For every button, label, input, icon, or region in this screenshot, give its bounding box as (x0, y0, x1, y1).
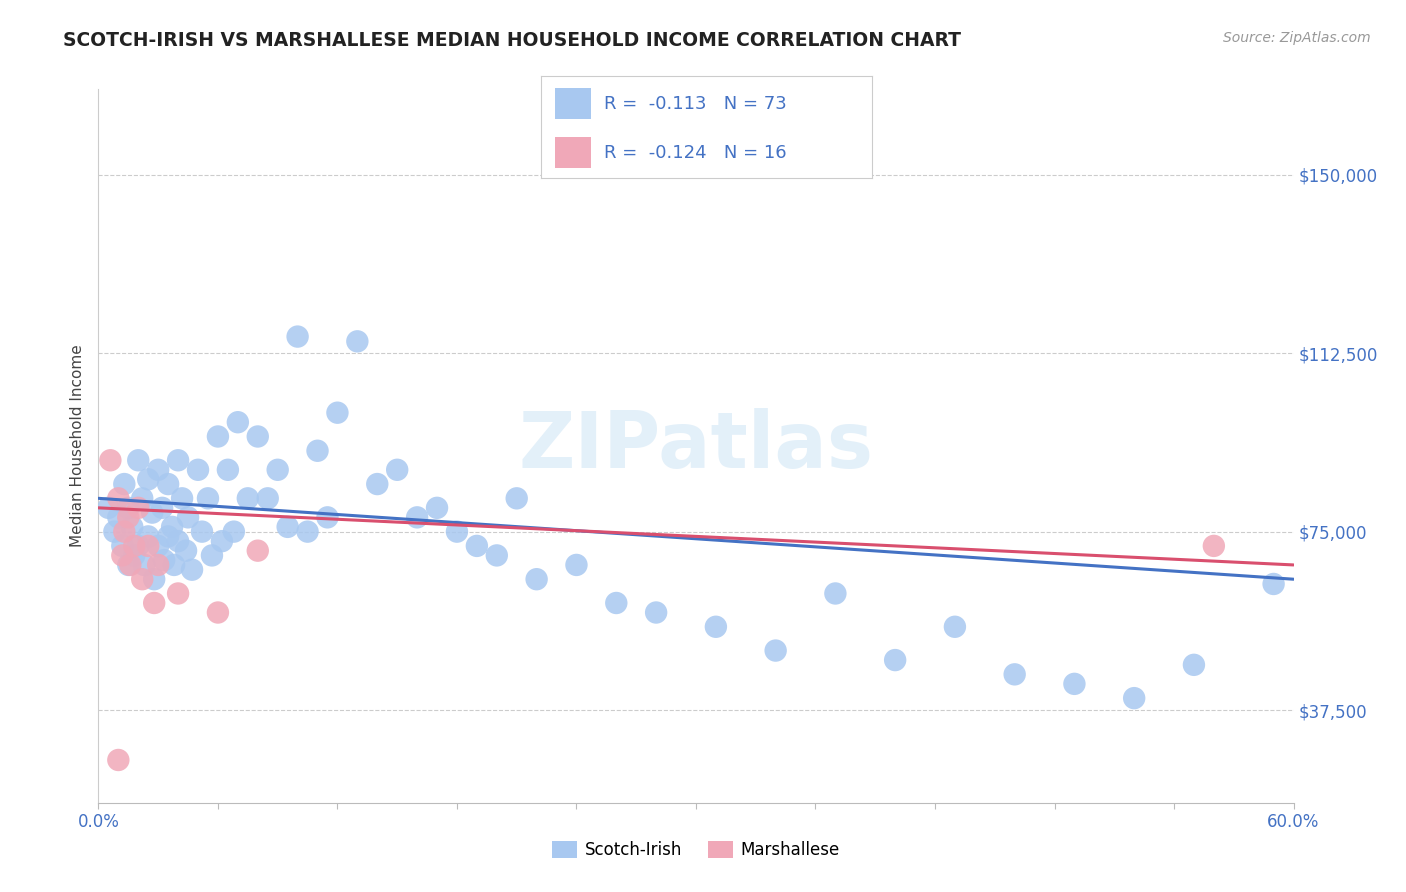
Point (136, 539, 159, 553)
Point (526, 572, 548, 586)
Point (605, 596, 627, 610)
Point (174, 543, 197, 558)
Point (117, 510, 139, 524)
Point (217, 463, 239, 477)
Point (297, 524, 319, 539)
Point (97, 500, 120, 515)
Text: R =  -0.124   N = 16: R = -0.124 N = 16 (605, 144, 787, 161)
Point (1202, 539, 1225, 553)
Point (824, 586, 846, 600)
Point (426, 500, 449, 515)
Point (124, 549, 146, 563)
Text: SCOTCH-IRISH VS MARSHALLESE MEDIAN HOUSEHOLD INCOME CORRELATION CHART: SCOTCH-IRISH VS MARSHALLESE MEDIAN HOUSE… (63, 31, 962, 50)
Point (246, 429, 269, 443)
Point (765, 643, 787, 657)
Point (181, 563, 204, 577)
Point (191, 524, 214, 539)
Text: R =  -0.113   N = 73: R = -0.113 N = 73 (605, 95, 787, 112)
FancyBboxPatch shape (554, 137, 591, 168)
Point (645, 606, 668, 620)
Point (107, 491, 129, 506)
Point (236, 491, 259, 506)
Point (103, 524, 125, 539)
Point (1123, 691, 1146, 706)
Point (1063, 677, 1085, 691)
Point (1182, 657, 1205, 672)
Point (465, 539, 488, 553)
Point (201, 549, 224, 563)
Point (307, 443, 329, 458)
Point (143, 596, 166, 610)
Point (127, 539, 149, 553)
Point (163, 558, 186, 572)
Point (112, 477, 135, 491)
Point (385, 463, 409, 477)
Point (211, 534, 233, 549)
Point (127, 453, 149, 467)
Point (134, 558, 156, 572)
Point (506, 491, 529, 506)
Point (326, 406, 349, 420)
Point (485, 549, 508, 563)
Point (131, 491, 153, 506)
Text: Source: ZipAtlas.com: Source: ZipAtlas.com (1223, 31, 1371, 45)
Point (148, 463, 170, 477)
FancyBboxPatch shape (554, 88, 591, 119)
Point (226, 415, 249, 429)
Point (197, 491, 219, 506)
Point (117, 500, 139, 515)
Point (267, 463, 290, 477)
Point (1004, 667, 1026, 681)
Point (143, 572, 166, 586)
Point (98, 453, 122, 467)
Point (346, 334, 368, 349)
Point (207, 606, 229, 620)
Point (160, 520, 183, 534)
Point (141, 506, 163, 520)
Point (187, 463, 209, 477)
Point (366, 477, 388, 491)
Point (167, 453, 190, 467)
Point (943, 620, 966, 634)
Point (131, 572, 153, 586)
Point (107, 510, 129, 524)
Point (316, 510, 339, 524)
Point (136, 529, 159, 543)
Point (148, 558, 170, 572)
Point (446, 524, 468, 539)
Point (884, 653, 907, 667)
Point (287, 329, 309, 343)
Y-axis label: Median Household Income: Median Household Income (69, 344, 84, 548)
Point (150, 500, 173, 515)
Point (167, 534, 190, 549)
Point (167, 586, 190, 600)
Point (111, 539, 134, 553)
Point (148, 539, 170, 553)
Point (207, 429, 229, 443)
Point (177, 510, 200, 524)
Point (107, 753, 129, 767)
Point (704, 620, 727, 634)
Point (222, 524, 245, 539)
Point (157, 529, 180, 543)
Point (1263, 577, 1285, 591)
Point (124, 539, 146, 553)
Text: ZIPatlas: ZIPatlas (519, 408, 873, 484)
Point (406, 510, 429, 524)
Point (565, 558, 588, 572)
Point (127, 500, 149, 515)
Point (277, 520, 299, 534)
Point (120, 558, 142, 572)
Point (117, 558, 139, 572)
Point (136, 472, 159, 486)
Point (172, 491, 194, 506)
Point (112, 524, 135, 539)
Point (246, 543, 269, 558)
Legend: Scotch-Irish, Marshallese: Scotch-Irish, Marshallese (546, 834, 846, 866)
Point (111, 549, 134, 563)
Point (121, 520, 143, 534)
Point (153, 553, 176, 567)
Point (157, 477, 180, 491)
Point (256, 491, 278, 506)
